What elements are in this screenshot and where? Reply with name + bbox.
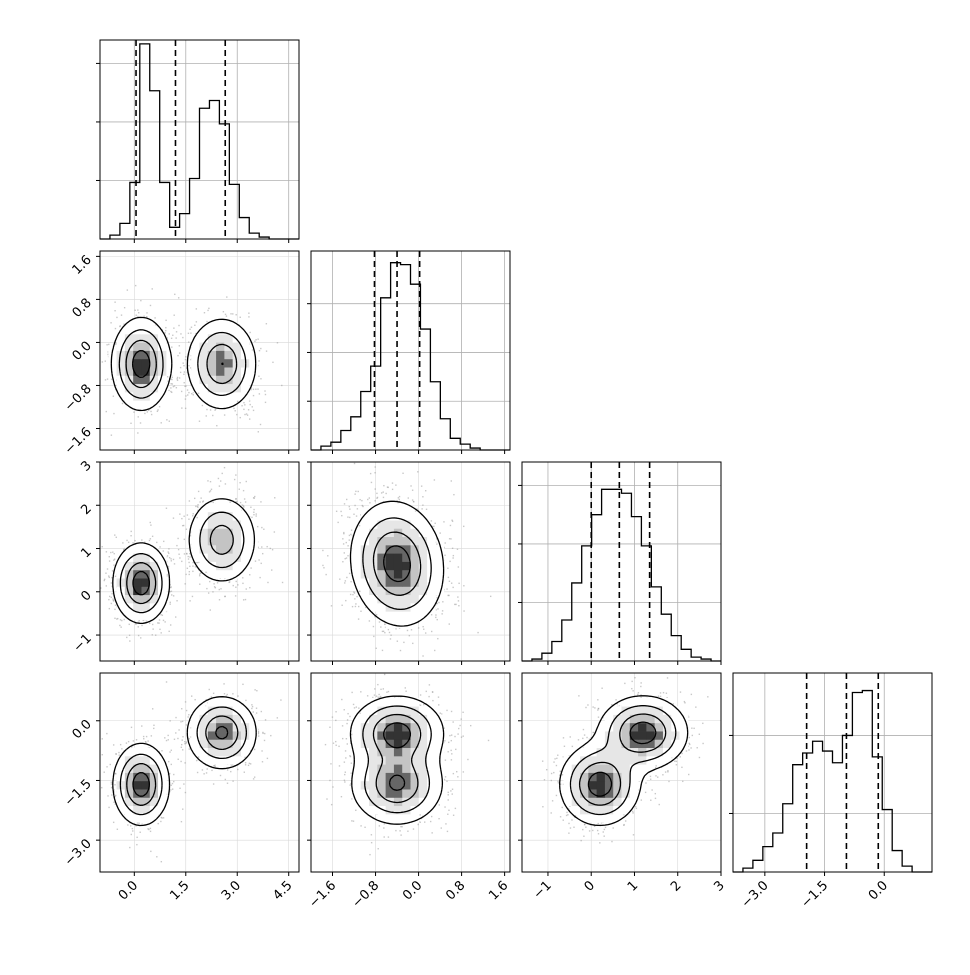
y-tick-label: 0 [78,588,94,604]
x-tick-label: 4.5 [270,878,295,903]
y-tick-label: 1 [78,545,94,561]
y-tick-label: 0.0 [70,339,95,364]
y-tick-label: −1.5 [62,777,95,810]
scatter-panel-0-3 [96,664,299,876]
y-tick-label: −3.0 [62,836,95,869]
x-tick-label: −1.5 [798,878,831,911]
density-fill [117,495,258,620]
scatter-panel-1-2 [307,462,510,676]
scatter-panel-2-3 [512,668,721,876]
x-tick-label: 0.0 [116,878,141,903]
y-tick-label: −0.8 [62,382,95,415]
x-tick-label: 0.0 [400,878,425,903]
density-fill [117,698,258,823]
y-tick-label: −1.6 [62,425,95,458]
x-tick-label: 1 [625,878,641,894]
density-fill [352,698,444,823]
x-tick-label: 0.8 [443,878,468,903]
x-tick-label: 1.6 [486,878,511,903]
histogram-panel-0 [96,40,299,243]
y-tick-label: −1 [71,631,95,655]
histogram-panel-3 [729,673,932,876]
histogram-step [522,489,721,661]
x-tick-label: 3 [711,878,727,894]
x-tick-label: −3.0 [739,878,772,911]
scatter-panel-0-2 [96,453,299,667]
x-tick-label: 0 [582,878,598,894]
y-tick-label: 0.0 [70,717,95,742]
y-tick-label: 3 [78,458,94,474]
histogram-step [311,263,510,450]
x-tick-label: −0.8 [349,878,382,911]
x-tick-label: 1.5 [167,878,192,903]
y-tick-label: 2 [78,501,94,517]
x-tick-label: 3.0 [219,878,244,903]
x-tick-label: −1 [531,878,555,902]
histogram-panel-2 [518,462,721,665]
x-tick-label: 0.0 [866,878,891,903]
scatter-panel-1-3 [307,672,510,876]
y-tick-label: 0.8 [70,296,95,321]
scatter-panel-0-1 [80,251,299,454]
histogram-panel-1 [307,251,510,454]
y-tick-label: 1.6 [70,253,95,278]
x-tick-label: 2 [668,878,684,894]
panel-frame [733,673,932,872]
histogram-step [733,691,932,872]
histogram-step [100,44,299,239]
x-tick-label: −1.6 [306,878,339,911]
